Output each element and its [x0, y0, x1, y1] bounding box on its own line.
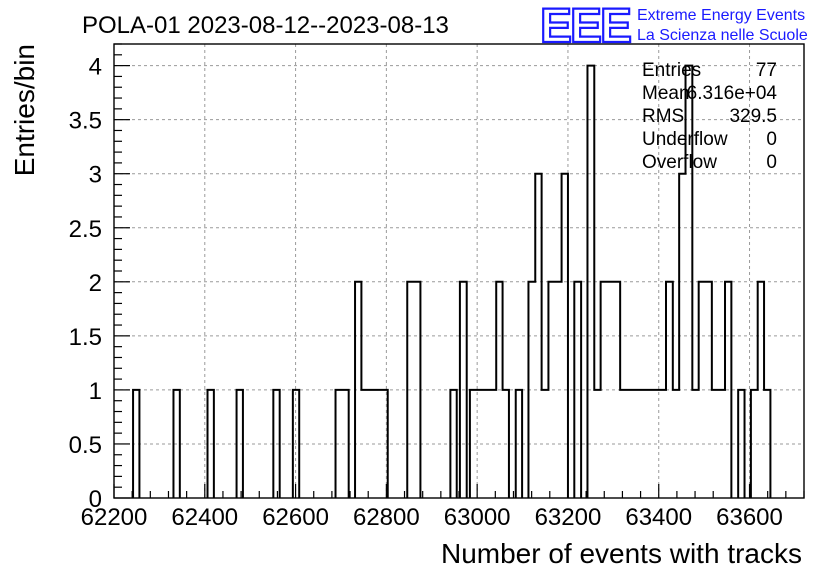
- eee-logo-letters: EEE: [540, 0, 631, 53]
- stats-value: 6.316e+04: [687, 83, 778, 104]
- x-axis-ticks: 62200 62400 62600 62800 63000 63200 63400 63600: [81, 484, 805, 531]
- chart-title: POLA-01 2023-08-12--2023-08-13: [82, 12, 449, 39]
- y-tick-label: 1: [89, 378, 102, 405]
- y-axis-label: Entries/bin: [9, 44, 40, 176]
- y-tick-label: 0: [89, 486, 102, 513]
- y-tick-label: 4: [89, 54, 102, 81]
- histogram-series: [132, 64, 772, 498]
- eee-logo-line1: Extreme Energy Events: [637, 7, 805, 24]
- x-tick-label: 63200: [535, 504, 602, 531]
- stats-value: 329.5: [729, 106, 777, 127]
- y-tick-label: 1.5: [69, 324, 102, 351]
- y-tick-label: 0.5: [69, 432, 102, 459]
- eee-logo-line2: La Scienza nelle Scuole: [637, 27, 808, 44]
- stats-label: Overflow: [642, 152, 717, 173]
- stats-value: 0: [766, 129, 777, 150]
- stats-label: RMS: [642, 106, 684, 127]
- stats-value: 77: [756, 60, 777, 81]
- y-tick-label: 2: [89, 270, 102, 297]
- y-tick-label: 3.5: [69, 108, 102, 135]
- stats-label: Underflow: [642, 129, 728, 150]
- x-tick-label: 62600: [262, 504, 329, 531]
- x-tick-label: 62400: [171, 504, 238, 531]
- stats-label: Mean: [642, 83, 690, 104]
- y-tick-label: 2.5: [69, 216, 102, 243]
- x-tick-label: 62200: [81, 504, 148, 531]
- x-tick-label: 62800: [353, 504, 420, 531]
- eee-logo: EEE Extreme Energy Events La Scienza nel…: [539, 0, 808, 54]
- x-tick-label: 63400: [625, 504, 692, 531]
- x-tick-label: 63600: [716, 504, 783, 531]
- x-axis-label: Number of events with tracks: [441, 538, 802, 569]
- stats-value: 0: [766, 152, 777, 173]
- x-tick-label: 63000: [444, 504, 511, 531]
- y-tick-label: 3: [89, 162, 102, 189]
- y-axis-ticks: 0 0.5 1 1.5 2 2.5 3 3.5 4: [69, 43, 130, 513]
- stats-label: Entries: [642, 60, 701, 81]
